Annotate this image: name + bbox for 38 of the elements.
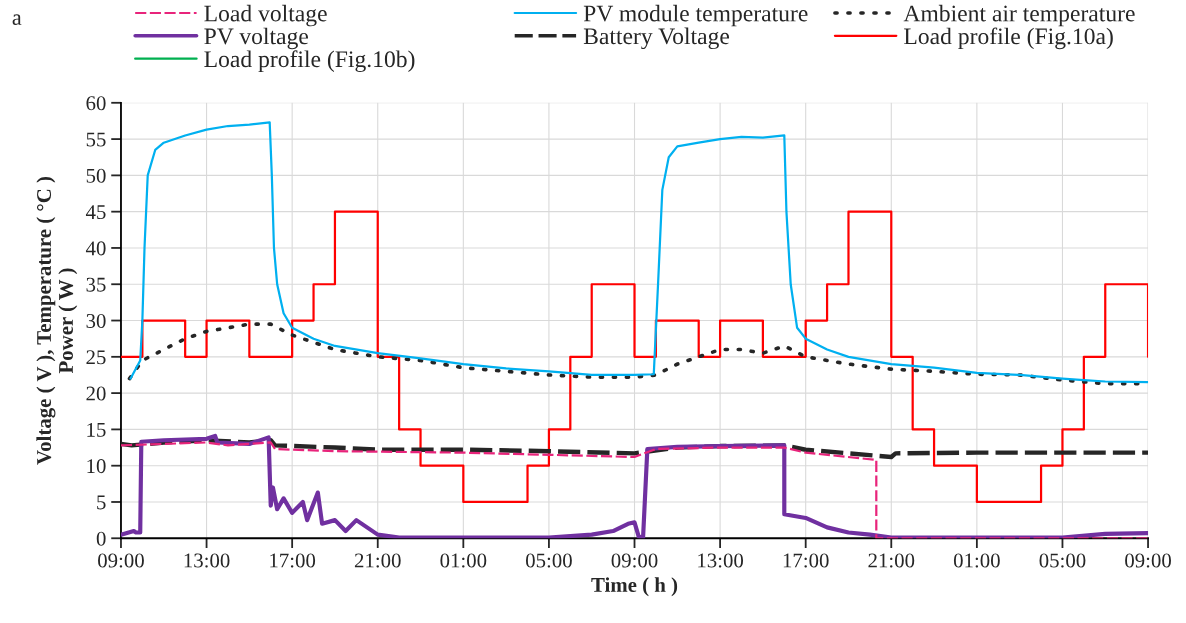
- x-axis-title: Time ( h ): [591, 577, 678, 597]
- x-tick-label: 05:00: [525, 553, 572, 568]
- legend-label: PV voltage: [204, 27, 308, 50]
- x-tick-label: 01:00: [440, 553, 487, 568]
- legend-label: Load voltage: [204, 4, 327, 27]
- line-series: [120, 438, 1149, 460]
- legend-label: Battery Voltage: [583, 27, 730, 50]
- x-tick-label: 09:00: [1125, 553, 1171, 568]
- x-tick-label: 01:00: [953, 553, 1000, 568]
- y-tick-label: 5: [97, 495, 106, 510]
- y-axis-title: Voltage ( V ), Temperature ( °C ) Power ( W ): [36, 177, 78, 465]
- y-tick-label: 60: [86, 96, 106, 111]
- y-tick-label: 45: [85, 205, 106, 220]
- y-tick-label: 55: [86, 132, 106, 147]
- x-tick-label: 17:00: [270, 553, 316, 568]
- x-tick-label: 21:00: [354, 553, 401, 568]
- y-tick-label: 10: [87, 459, 106, 474]
- legend-label: PV module temperature: [583, 4, 808, 27]
- y-tick-label: 50: [86, 168, 106, 183]
- x-tick-label: 13:00: [184, 553, 230, 568]
- y-tick-label: 0: [96, 531, 106, 546]
- legend-label: Load profile (Fig.10b): [204, 50, 415, 73]
- y-tick-label: 40: [85, 241, 106, 256]
- line-series: [129, 121, 1149, 384]
- x-tick-label: 17:00: [783, 553, 829, 568]
- x-tick-label: 21:00: [868, 553, 915, 568]
- y-tick-label: 15: [87, 422, 106, 437]
- x-tick-label: 05:00: [1039, 553, 1086, 568]
- legend-label: Load profile (Fig.10a): [904, 27, 1113, 50]
- y-tick-label: 30: [86, 313, 106, 328]
- x-tick-label: 09:00: [98, 553, 144, 568]
- text: a: [12, 14, 22, 25]
- y-tick-label: 35: [86, 277, 106, 292]
- y-tick-label: 25: [86, 350, 106, 365]
- x-tick-label: 09:00: [611, 553, 658, 568]
- legend-label: Ambient air temperature: [903, 4, 1135, 27]
- y-tick-label: 20: [86, 386, 106, 401]
- x-tick-label: 13:00: [698, 553, 744, 568]
